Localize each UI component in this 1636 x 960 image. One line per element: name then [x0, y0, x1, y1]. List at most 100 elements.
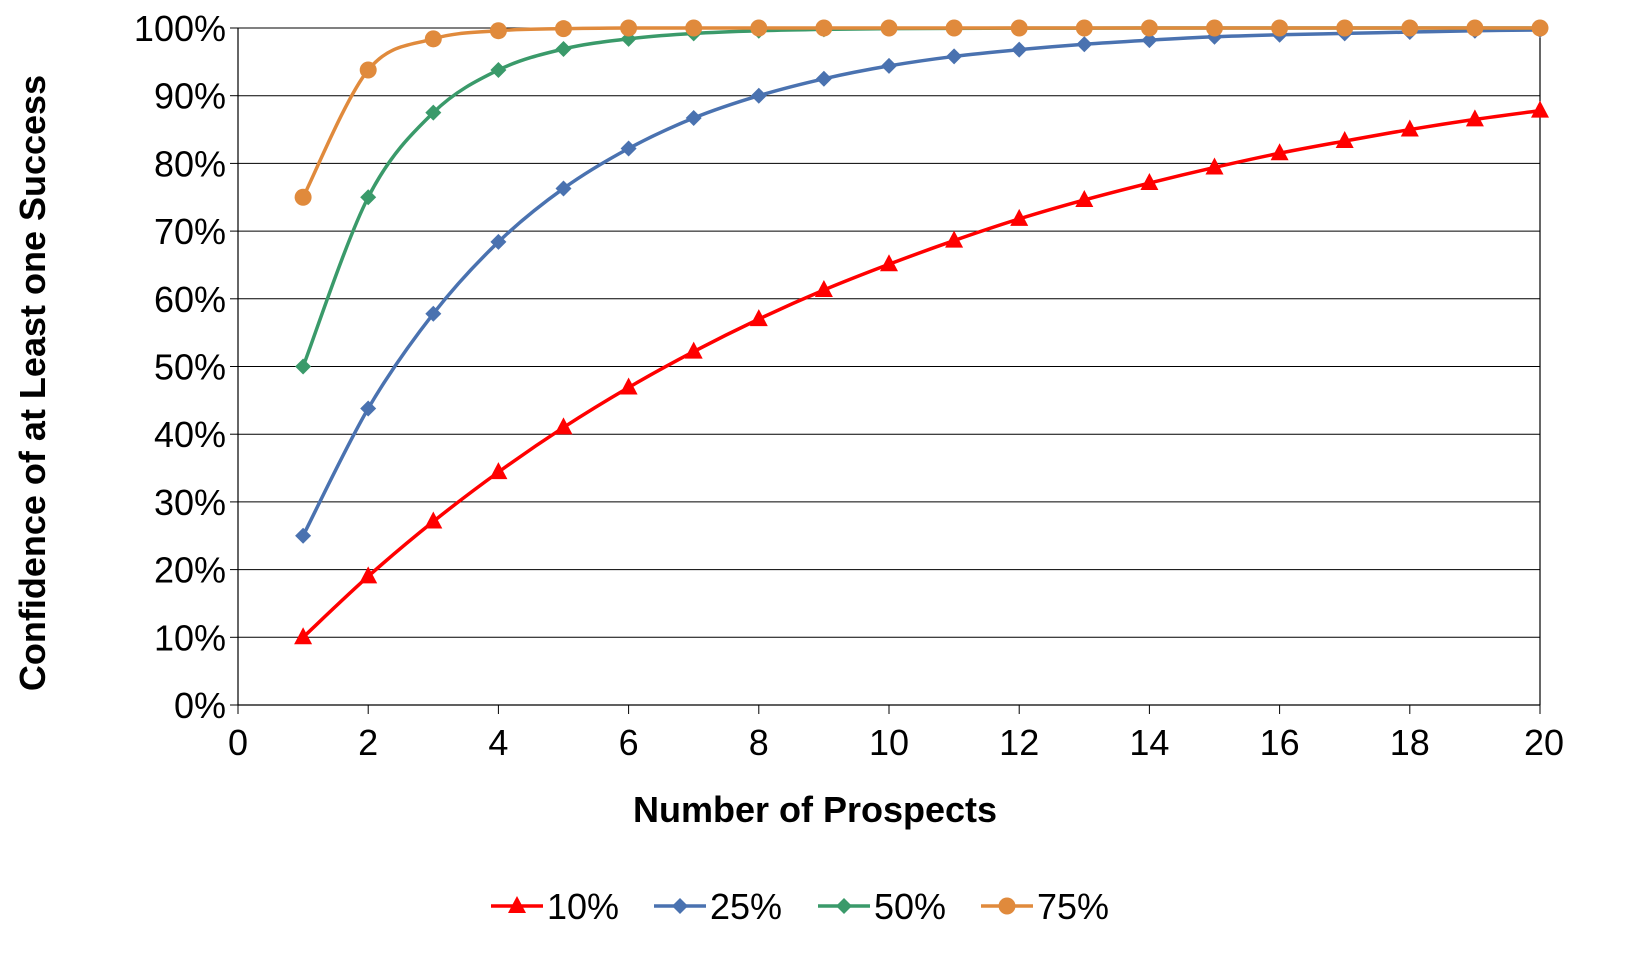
data-point — [1141, 32, 1158, 49]
y-tick-label: 30% — [154, 482, 226, 523]
x-tick-label: 18 — [1390, 722, 1430, 763]
data-point — [1140, 173, 1159, 191]
series-25pct — [295, 22, 1548, 544]
data-point — [619, 377, 638, 395]
data-point — [294, 627, 313, 645]
legend-label: 50% — [874, 886, 946, 927]
data-point — [685, 19, 703, 37]
y-tick-label: 50% — [154, 347, 226, 388]
data-point — [294, 188, 312, 206]
data-point — [815, 70, 832, 87]
data-point — [881, 57, 897, 74]
y-tick-label: 20% — [154, 550, 226, 591]
data-point — [880, 19, 898, 37]
data-point — [1011, 41, 1028, 58]
x-tick-label: 2 — [358, 722, 378, 763]
data-point — [295, 527, 312, 544]
data-point — [685, 110, 702, 127]
data-point — [620, 140, 637, 157]
data-point — [1206, 28, 1223, 45]
data-point — [1465, 109, 1484, 127]
x-tick-label: 8 — [749, 722, 769, 763]
y-tick-label: 10% — [154, 617, 226, 658]
legend-item-75pct: 75% — [981, 886, 1109, 927]
data-point — [490, 61, 507, 78]
y-tick-label: 90% — [154, 76, 226, 117]
data-point — [1075, 19, 1093, 37]
data-point — [555, 180, 572, 197]
series-line-10pct — [301, 108, 1541, 639]
data-point — [750, 87, 767, 104]
y-tick-label: 100% — [134, 8, 226, 49]
data-point — [1206, 19, 1223, 37]
legend-item-10pct: 10% — [491, 886, 619, 927]
data-point — [360, 189, 377, 206]
data-point — [489, 22, 507, 40]
data-point — [1336, 19, 1354, 37]
data-point — [1010, 19, 1028, 37]
legend: 10% 25% 50% 75% — [491, 886, 1109, 927]
y-tick-label: 40% — [154, 414, 226, 455]
data-point — [684, 341, 703, 359]
data-point — [1401, 19, 1419, 37]
data-point — [1335, 131, 1354, 149]
legend-item-50pct: 50% — [818, 886, 946, 927]
x-tick-label: 10 — [869, 722, 909, 763]
data-point — [554, 417, 573, 435]
legend-label: 25% — [710, 886, 782, 927]
x-tick-label: 16 — [1260, 722, 1300, 763]
series-line-75pct — [301, 26, 1540, 199]
data-point — [295, 358, 312, 375]
data-point — [814, 279, 833, 297]
x-tick-label: 12 — [999, 722, 1039, 763]
x-axis-title: Number of Prospects — [633, 789, 997, 830]
data-point — [359, 61, 377, 79]
x-tick-labels: 0 2 4 6 8 10 12 14 16 18 20 — [228, 722, 1564, 763]
y-tick-label: 80% — [154, 143, 226, 184]
data-point — [424, 511, 443, 529]
data-point — [1076, 36, 1093, 53]
data-point — [1270, 143, 1289, 161]
data-point — [1075, 189, 1094, 207]
series-10pct — [294, 100, 1549, 645]
legend-label: 75% — [1037, 886, 1109, 927]
data-point — [424, 30, 442, 48]
data-point — [1271, 19, 1289, 37]
data-point — [1531, 100, 1549, 118]
data-point — [360, 400, 377, 417]
data-point — [489, 462, 508, 480]
data-point — [425, 104, 442, 121]
x-tick-label: 6 — [619, 722, 639, 763]
x-tick-label: 4 — [488, 722, 508, 763]
y-tick-label: 70% — [154, 211, 226, 252]
data-point — [1140, 19, 1158, 37]
data-point — [1466, 19, 1484, 37]
x-tick-label: 0 — [228, 722, 248, 763]
x-tick-label: 14 — [1129, 722, 1169, 763]
data-point — [945, 19, 963, 37]
data-point — [749, 309, 768, 327]
data-point — [945, 230, 964, 248]
series-75pct — [294, 19, 1549, 206]
legend-marker — [508, 896, 526, 913]
data-point — [880, 254, 898, 272]
data-point — [1010, 208, 1029, 226]
series-lines — [294, 19, 1549, 645]
data-point — [750, 19, 768, 37]
data-point — [490, 233, 507, 250]
y-tick-label: 0% — [174, 685, 226, 726]
legend-label: 10% — [547, 886, 619, 927]
axes — [230, 27, 1541, 714]
data-point — [620, 19, 638, 37]
legend-marker — [998, 897, 1016, 915]
series-50pct — [295, 20, 1548, 375]
data-point — [1400, 119, 1419, 137]
x-tick-label: 20 — [1524, 722, 1564, 763]
legend-marker — [672, 898, 688, 914]
y-axis-title: Confidence of at Least one Success — [12, 75, 53, 691]
series-line-50pct — [301, 26, 1540, 368]
data-point — [1531, 19, 1549, 37]
data-point — [946, 48, 963, 65]
